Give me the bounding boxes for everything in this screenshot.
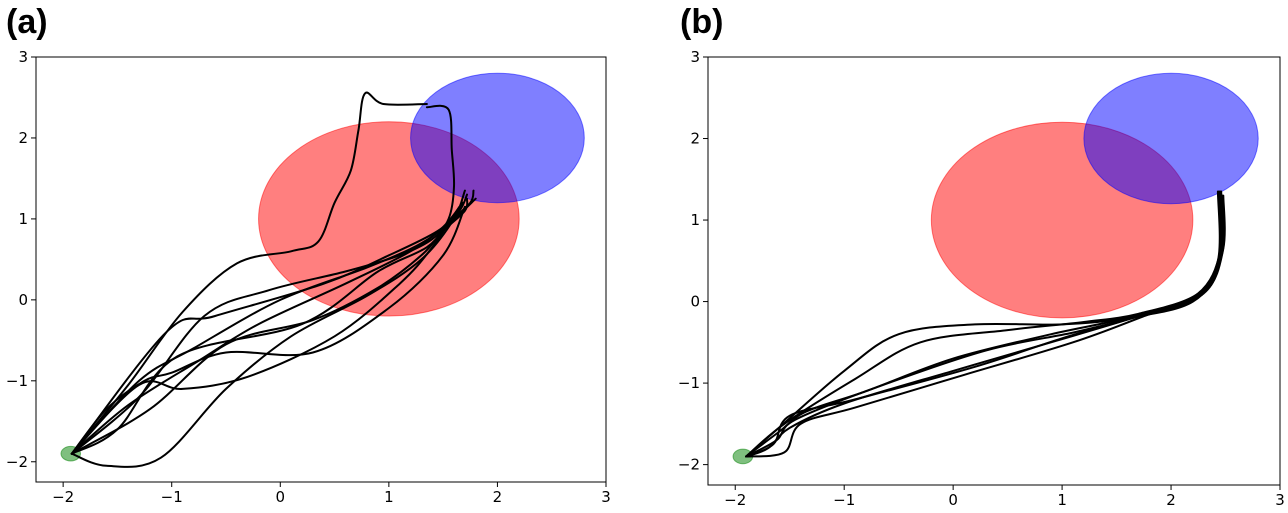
x-tick-label: 3 bbox=[1275, 491, 1285, 509]
y-tick-label: 0 bbox=[690, 293, 700, 311]
x-tick-label: −2 bbox=[724, 491, 746, 509]
x-tick-label: −1 bbox=[833, 491, 855, 509]
y-tick-label: 3 bbox=[690, 48, 700, 66]
x-tick-label: 1 bbox=[384, 488, 394, 506]
x-tick-label: 3 bbox=[601, 488, 611, 506]
trajectory-line bbox=[70, 197, 469, 455]
chart-b: −2 −1 0 1 2 3 −2 −1 0 1 2 3 bbox=[678, 48, 1285, 509]
x-tick-label: −2 bbox=[52, 488, 74, 506]
trajectory-line bbox=[70, 189, 475, 455]
goal-region bbox=[1083, 72, 1259, 205]
trajectory-line bbox=[70, 189, 466, 468]
trajectory-line bbox=[745, 190, 1221, 458]
panel-label-a: (a) bbox=[6, 3, 48, 41]
axes-frame bbox=[707, 56, 1281, 486]
x-tick-label: 2 bbox=[493, 488, 503, 506]
panel-label-b: (b) bbox=[680, 3, 724, 41]
y-tick-label: −1 bbox=[678, 374, 700, 392]
trajectory-line bbox=[745, 193, 1224, 458]
x-tick-label: 1 bbox=[1057, 491, 1067, 509]
panel-a: (a) −2 −1 0 1 2 3 −2 −1 0 1 2 3 bbox=[6, 3, 611, 506]
trajectory-line bbox=[70, 91, 428, 455]
panel-b: (b) −2 −1 0 1 2 3 −2 −1 0 1 2 3 bbox=[644, 0, 1288, 513]
y-tick-label: 1 bbox=[18, 210, 28, 228]
y-tick-label: −2 bbox=[6, 453, 28, 471]
trajectory-line bbox=[70, 201, 464, 455]
y-tick-label: 2 bbox=[690, 130, 700, 148]
plot-area bbox=[60, 72, 585, 468]
chart-a: −2 −1 0 1 2 3 −2 −1 0 1 2 3 bbox=[6, 48, 611, 506]
x-tick-label: 0 bbox=[276, 488, 286, 506]
y-tick-label: 1 bbox=[690, 211, 700, 229]
axes-frame bbox=[35, 56, 607, 483]
trajectory-line bbox=[70, 104, 456, 455]
y-tick-label: −1 bbox=[6, 372, 28, 390]
y-tick-label: −2 bbox=[678, 456, 700, 474]
x-tick-label: 2 bbox=[1166, 491, 1176, 509]
y-tick-label: 2 bbox=[18, 129, 28, 147]
x-tick-label: 0 bbox=[948, 491, 958, 509]
plot-area bbox=[732, 72, 1259, 465]
y-tick-label: 3 bbox=[18, 48, 28, 66]
goal-region bbox=[410, 72, 585, 204]
y-tick-label: 0 bbox=[18, 291, 28, 309]
trajectory-line bbox=[70, 205, 466, 455]
x-tick-label: −1 bbox=[161, 488, 183, 506]
